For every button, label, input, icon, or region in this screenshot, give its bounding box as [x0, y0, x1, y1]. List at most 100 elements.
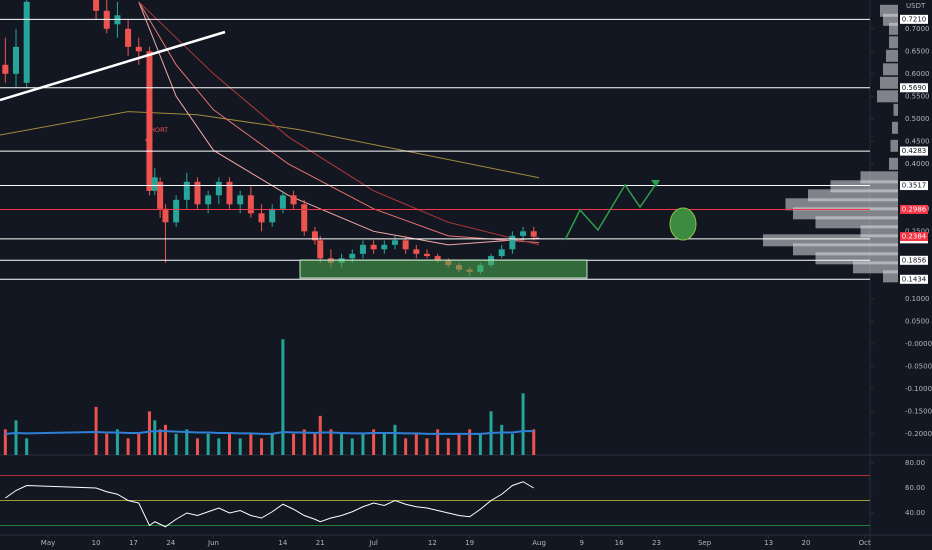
candle-body [194, 181, 201, 205]
volume-bar [153, 420, 157, 455]
volume-bar [372, 429, 376, 455]
candle-body [301, 204, 308, 232]
profile-bar [815, 252, 898, 265]
volume-bar [361, 433, 365, 455]
x-tick-label: 13 [764, 539, 773, 547]
volume-bar [457, 433, 461, 455]
x-tick-label: 20 [801, 539, 810, 547]
volume-bar [292, 433, 296, 455]
volume-bar [446, 438, 450, 455]
volume-bar [174, 433, 178, 455]
volume-bar [436, 429, 440, 455]
candle-body [434, 256, 441, 261]
x-tick-label: 12 [428, 539, 437, 547]
x-tick-label: Oct [859, 539, 871, 547]
volume-bar [270, 433, 274, 455]
level-label: 0.2986 [902, 205, 927, 213]
moving-average [0, 111, 540, 179]
volume-bar [340, 433, 344, 455]
profile-bar [853, 261, 898, 274]
y-tick-label: 0.7000 [905, 25, 930, 33]
y-tick-label: 0.1000 [905, 295, 930, 303]
volume-bar [500, 424, 504, 455]
y-tick-label: 0.5500 [905, 92, 930, 100]
profile-bar [889, 36, 898, 49]
volume-bar [313, 433, 317, 455]
x-tick-label: 19 [465, 539, 474, 547]
profile-bar [877, 90, 898, 103]
profile-bar [883, 13, 898, 26]
projection-path [564, 180, 659, 241]
candle-body [146, 51, 153, 191]
target-circle [669, 207, 697, 241]
candle-body [125, 28, 132, 47]
candle-body [247, 195, 254, 214]
x-tick-label: 24 [166, 539, 175, 547]
rsi-line [5, 481, 534, 528]
volume-bar [425, 438, 429, 455]
candle-body [317, 240, 324, 259]
volume-bar [281, 339, 285, 455]
volume-bar [478, 433, 482, 455]
price-plot [0, 0, 540, 455]
volume-bar [521, 393, 525, 455]
volume-bar [163, 424, 167, 455]
level-label: 0.1856 [902, 256, 927, 264]
profile-bar [893, 103, 898, 116]
y-tick-label: 0.4000 [905, 160, 930, 168]
candle-body [290, 195, 297, 205]
candle-body [162, 208, 169, 223]
x-tick-label: Jun [207, 539, 219, 547]
volume-bar [105, 433, 109, 455]
x-tick-label: 16 [615, 539, 624, 547]
volume-bar [147, 411, 151, 455]
short-arrow [145, 139, 153, 146]
candle-body [215, 181, 222, 196]
profile-bar [860, 171, 898, 184]
rsi-tick-label: 80.00 [905, 459, 925, 467]
moving-average [138, 1, 540, 244]
level-tag [900, 146, 928, 156]
currency-label: USDT [906, 2, 926, 10]
x-tick-label: 10 [92, 539, 101, 547]
y-tick-label: -0.1000 [905, 385, 932, 393]
profile-bar [883, 270, 898, 283]
candle-body [205, 195, 212, 205]
x-tick-label: 9 [580, 539, 584, 547]
candle-body [13, 46, 20, 74]
volume-bar [318, 415, 322, 455]
volume-bar [414, 433, 418, 455]
y-tick-label: -0.1500 [905, 407, 932, 415]
y-tick-label: 0.2500 [905, 227, 930, 235]
x-tick-label: Sep [698, 539, 712, 547]
x-tick-label: 17 [129, 539, 138, 547]
candle-body [23, 1, 30, 83]
volume-bar [329, 429, 333, 455]
volume-bar [510, 433, 514, 455]
volume-bar [126, 438, 130, 455]
projection-arrow [651, 180, 660, 187]
candle-body [391, 240, 398, 245]
volume-bar [404, 438, 408, 455]
volume-bar [185, 429, 189, 455]
candle-body [509, 235, 516, 250]
y-tick-label: -0.2000 [905, 430, 932, 438]
candle-body [359, 244, 366, 254]
volume-bar [228, 433, 232, 455]
last-price-label: 0.2384 [902, 233, 927, 241]
level-label: 0.7210 [902, 15, 927, 23]
x-tick-label: May [41, 539, 55, 547]
volume-bar [158, 429, 162, 455]
short-label: SHORT [146, 126, 168, 134]
volume-bar [3, 429, 7, 455]
volume-bar [14, 420, 18, 455]
volume-bar [195, 438, 199, 455]
volume-bar [115, 429, 119, 455]
last-price-tag [900, 232, 928, 242]
moving-average [138, 1, 540, 246]
profile-bar [763, 234, 898, 247]
candle-body [402, 240, 409, 250]
y-tick-label: 0.4500 [905, 137, 930, 145]
